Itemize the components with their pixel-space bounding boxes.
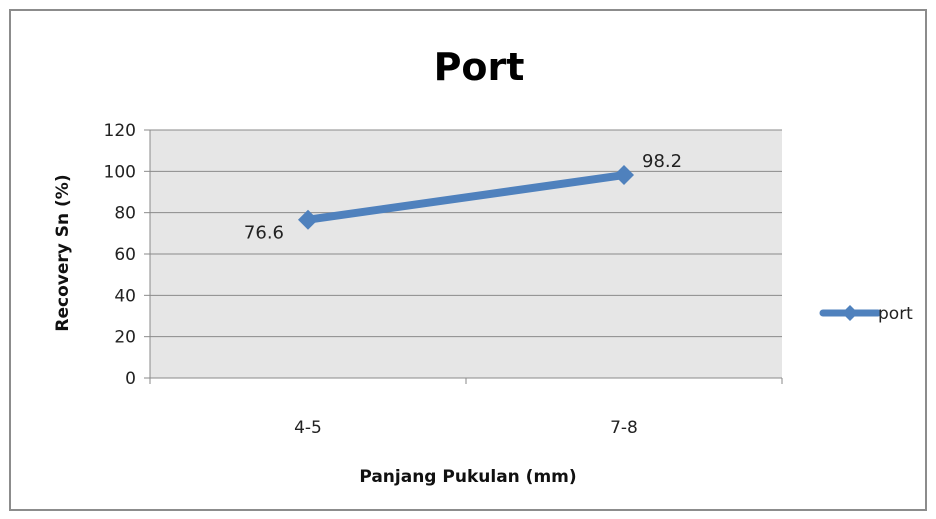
- legend-marker-port: [842, 305, 858, 321]
- x-axis: 4-5 7-8: [149, 378, 783, 438]
- y-tick-label: 60: [114, 245, 136, 265]
- x-axis-title: Panjang Pukulan (mm): [359, 467, 576, 487]
- gridlines: [150, 129, 782, 379]
- y-tick-label: 100: [104, 162, 136, 182]
- legend: port: [819, 304, 913, 324]
- y-axis: 0 20 40 60 80 100 120: [104, 121, 151, 389]
- legend-label-port: port: [878, 304, 913, 324]
- data-label: 98.2: [642, 151, 682, 172]
- x-tick-label: 4-5: [294, 418, 322, 438]
- y-tick-label: 120: [104, 121, 136, 141]
- data-point-marker: [298, 209, 318, 230]
- y-tick-label: 80: [114, 204, 136, 224]
- series-layer: 76.6 98.2: [244, 151, 682, 244]
- y-axis-title: Recovery Sn (%): [53, 174, 73, 331]
- y-tick-label: 20: [114, 328, 136, 348]
- data-label: 76.6: [244, 223, 284, 244]
- y-tick-label: 40: [114, 286, 136, 306]
- series-line-port: [304, 171, 628, 224]
- data-point-marker: [614, 165, 634, 186]
- y-tick-label: 0: [125, 369, 136, 389]
- chart-title: Port: [434, 45, 525, 89]
- x-tick-label: 7-8: [610, 418, 638, 438]
